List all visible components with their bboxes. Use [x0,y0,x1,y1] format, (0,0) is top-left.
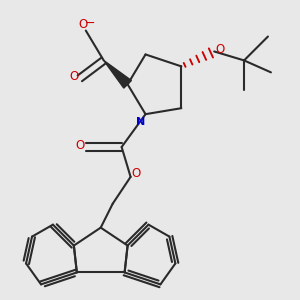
Text: O: O [70,70,79,83]
Text: O: O [131,167,141,180]
Text: N: N [136,117,146,127]
Text: O: O [215,43,224,56]
Polygon shape [104,60,131,88]
Text: O: O [78,18,87,31]
Text: O: O [75,139,85,152]
Text: −: − [85,16,95,30]
